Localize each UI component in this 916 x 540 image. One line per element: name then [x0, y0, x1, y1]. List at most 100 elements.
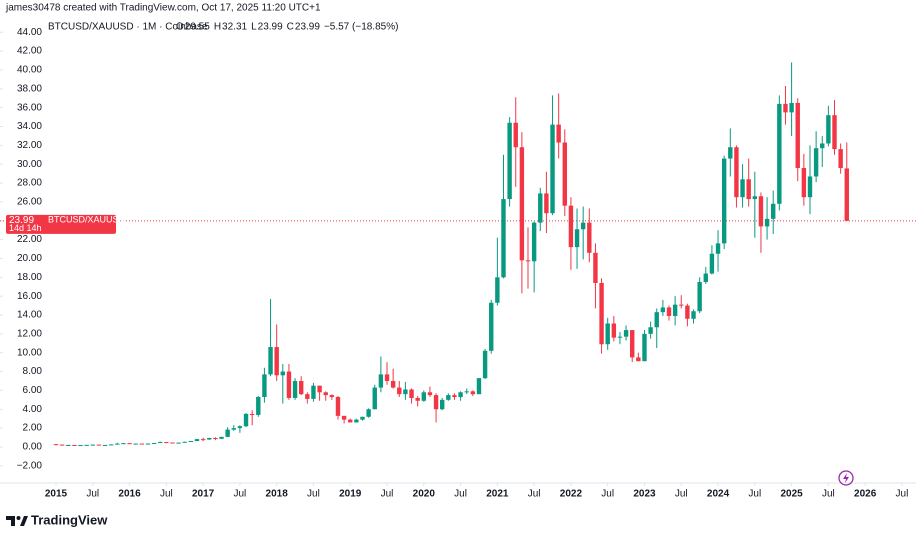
candle-body — [464, 391, 469, 393]
candle-body — [636, 357, 641, 362]
candle-body — [734, 147, 739, 198]
candle — [685, 303, 690, 327]
candle-body — [335, 397, 341, 416]
y-tick-label: 2.00 — [23, 423, 43, 434]
candle — [820, 135, 825, 168]
candle — [151, 442, 157, 444]
y-tick-label: 20.00 — [17, 253, 42, 264]
candle-body — [194, 439, 200, 442]
candle-body — [452, 395, 457, 398]
candle-body — [562, 142, 567, 206]
candle-body — [115, 443, 120, 445]
candle — [832, 100, 837, 155]
candle — [348, 418, 353, 423]
candle-body — [495, 277, 500, 303]
candle-body — [286, 371, 292, 398]
ohlc-value: 32.31 — [222, 22, 247, 33]
candle-body — [654, 312, 659, 328]
candle — [372, 384, 377, 410]
candle-body — [341, 415, 347, 420]
candle-body — [642, 333, 647, 362]
y-tick-label: 44.00 — [17, 27, 42, 38]
y-tick-label: 12.00 — [17, 328, 42, 339]
x-tick-label: Jul — [160, 489, 173, 500]
candle-body — [519, 147, 525, 261]
candle — [703, 266, 708, 284]
candle — [740, 164, 745, 208]
candle-body — [243, 413, 249, 427]
candle — [433, 393, 439, 423]
candle-body — [311, 385, 316, 399]
candle — [427, 386, 433, 398]
candle-body — [378, 374, 384, 388]
candle-body — [200, 439, 206, 441]
candle — [482, 348, 488, 380]
candle-body — [372, 387, 377, 410]
y-tick-label: 4.00 — [23, 404, 43, 415]
candle-body — [685, 305, 690, 319]
candle — [225, 427, 230, 438]
brand-logo — [6, 516, 28, 526]
price-tag — [6, 214, 116, 234]
candle-body — [611, 323, 617, 338]
candle-body — [133, 443, 138, 445]
candle — [274, 324, 279, 381]
candle-body — [489, 302, 494, 351]
y-tick-label: 36.00 — [17, 102, 42, 113]
x-tick-label: 2017 — [192, 489, 215, 500]
candle — [783, 85, 788, 125]
candle-body — [844, 168, 849, 221]
candle-body — [556, 124, 561, 143]
price-tag-name: BTCUSD/XAUUSD — [48, 215, 126, 225]
candle-body — [605, 323, 610, 345]
y-tick-label: 40.00 — [17, 65, 42, 76]
candle-body — [728, 147, 733, 159]
candle-body — [415, 397, 420, 401]
candle-body — [697, 282, 702, 312]
candle-body — [648, 327, 653, 334]
candle — [501, 154, 506, 279]
candle-body — [721, 158, 727, 244]
candle-body — [630, 330, 635, 358]
ohlc-value: 23.99 — [295, 22, 320, 33]
candle-body — [121, 443, 126, 445]
candle — [513, 97, 518, 187]
candle-body — [96, 444, 102, 446]
x-tick-label: 2015 — [45, 489, 68, 500]
candle — [341, 415, 347, 424]
candle — [777, 95, 782, 211]
x-tick-label: Jul — [675, 489, 688, 500]
candle-body — [599, 282, 604, 345]
candle — [715, 230, 721, 272]
candle-body — [771, 203, 776, 219]
candle — [844, 142, 849, 221]
candle — [200, 437, 206, 442]
candle — [452, 393, 457, 400]
candle-body — [433, 395, 439, 410]
candle-body — [207, 438, 212, 440]
countdown: 14d 14h — [9, 223, 42, 233]
candle-body — [826, 115, 831, 144]
ohlc-value: 23.99 — [258, 22, 283, 33]
candle-body — [820, 143, 825, 149]
candle — [323, 391, 328, 401]
candle-body — [525, 260, 531, 262]
x-tick-label: Jul — [896, 489, 909, 500]
candle — [268, 298, 273, 377]
credit: james30478 created with TradingView.com,… — [5, 3, 321, 14]
candle-body — [801, 167, 807, 198]
candle — [617, 331, 623, 345]
candle-body — [507, 122, 512, 200]
candle-body — [329, 395, 335, 398]
candle-body — [384, 374, 390, 381]
candle — [679, 295, 684, 309]
candle-body — [703, 273, 708, 283]
candle — [280, 364, 286, 404]
candle-body — [72, 444, 77, 446]
ohlc-label: O — [176, 22, 184, 33]
x-tick-label: Jul — [86, 489, 99, 500]
candle-body — [476, 378, 482, 395]
y-tick-label: 22.00 — [17, 234, 42, 245]
candle-body — [715, 243, 721, 254]
y-tick-label: 6.00 — [23, 385, 43, 396]
